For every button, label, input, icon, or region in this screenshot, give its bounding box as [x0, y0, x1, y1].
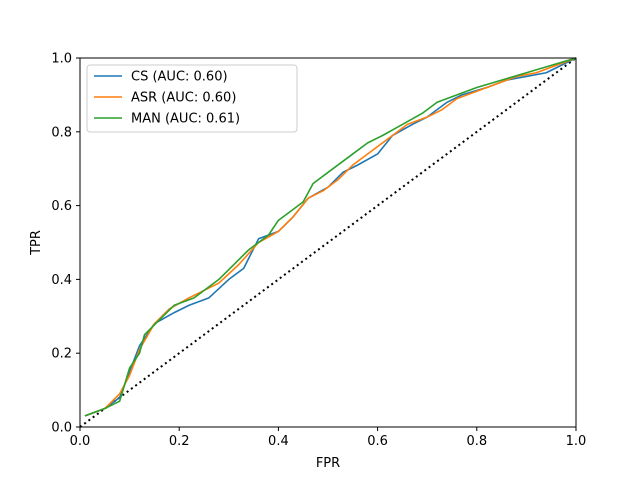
- legend-label-0: CS (AUC: 0.60): [131, 70, 228, 85]
- x-tick-label: 0.6: [367, 434, 388, 449]
- plot-frame: [79, 57, 577, 428]
- y-tick-label: 0.2: [51, 347, 72, 362]
- x-axis-label: FPR: [316, 456, 340, 471]
- x-tick-label: 0.8: [466, 434, 487, 449]
- legend-box: [86, 64, 298, 133]
- reference-diagonal-line: [79, 57, 577, 428]
- plot-area: [79, 57, 577, 428]
- axis-ticks: 0.0 0.2 0.4 0.6 0.8 1.0 0.0 0.2 0.4 0.6 0.8 1.0: [51, 52, 586, 450]
- x-tick-label: 0.4: [268, 434, 289, 449]
- x-tick-label: 0.0: [70, 434, 91, 449]
- y-tick-label: 0.4: [51, 273, 72, 288]
- y-axis-label: TPR: [29, 230, 44, 256]
- y-tick-label: 0.0: [51, 421, 72, 436]
- y-tick-label: 0.6: [51, 199, 72, 214]
- legend-label-1: ASR (AUC: 0.60): [131, 91, 236, 106]
- legend-label-2: MAN (AUC: 0.61): [131, 112, 240, 127]
- series-line-2: [84, 57, 577, 417]
- y-tick-label: 1.0: [51, 52, 72, 67]
- y-tick-label: 0.8: [51, 125, 72, 140]
- x-tick-label: 0.2: [169, 434, 190, 449]
- legend: CS (AUC: 0.60) ASR (AUC: 0.60) MAN (AUC: 0…: [86, 64, 298, 133]
- x-tick-label: 1.0: [566, 434, 587, 449]
